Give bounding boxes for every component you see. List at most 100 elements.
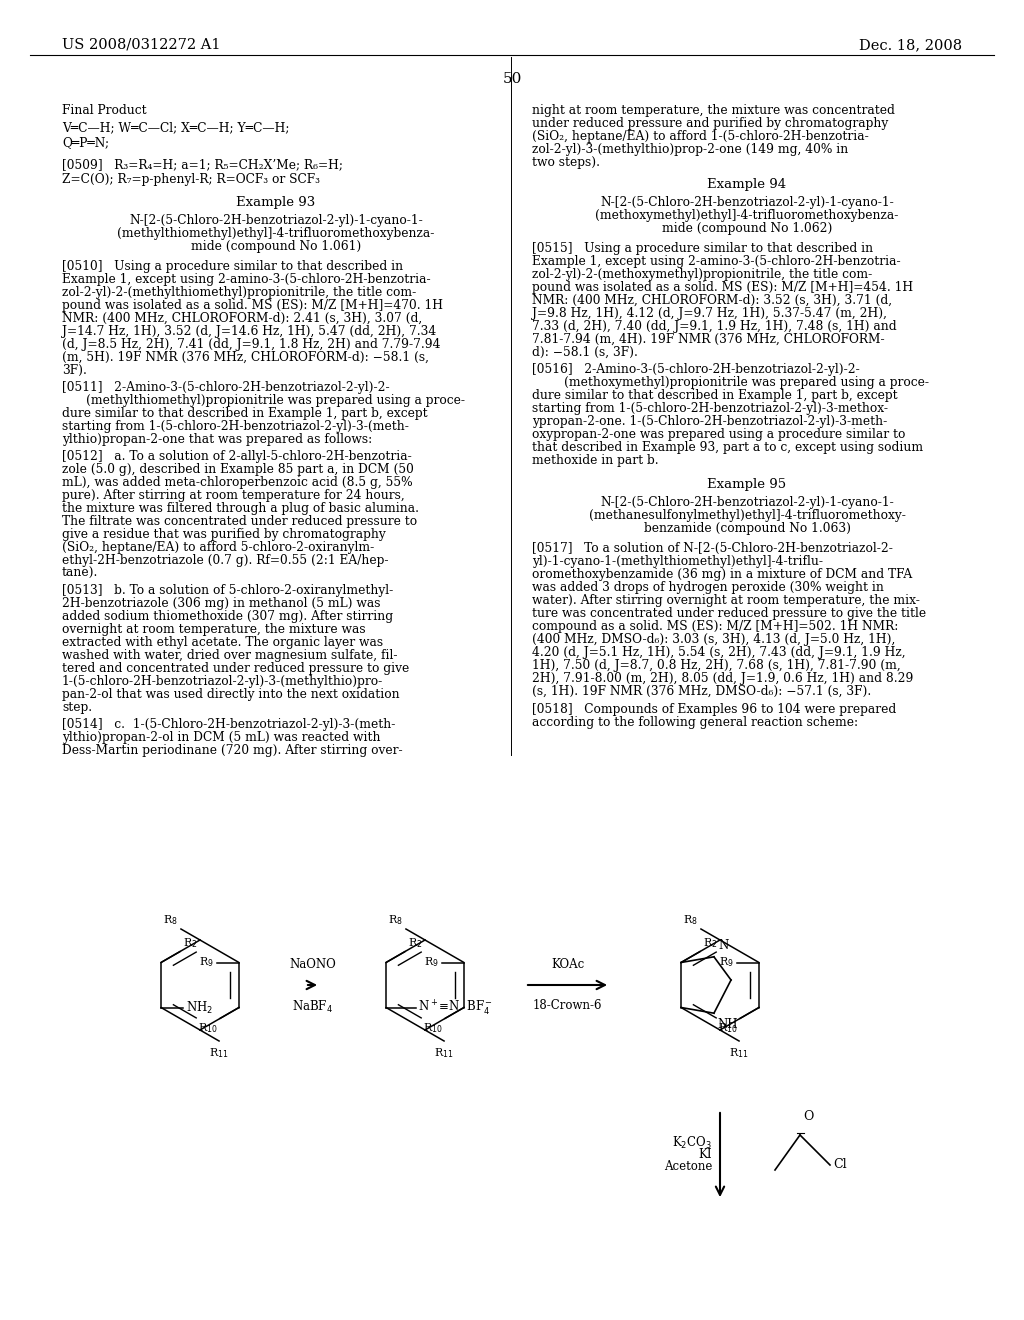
Text: tane).: tane). [62, 568, 98, 579]
Text: oromethoxybenzamide (36 mg) in a mixture of DCM and TFA: oromethoxybenzamide (36 mg) in a mixture… [532, 568, 912, 581]
Text: KI: KI [698, 1148, 712, 1162]
Text: the mixture was filtered through a plug of basic alumina.: the mixture was filtered through a plug … [62, 502, 419, 515]
Text: ylthio)propan-2-ol in DCM (5 mL) was reacted with: ylthio)propan-2-ol in DCM (5 mL) was rea… [62, 731, 381, 744]
Text: water). After stirring overnight at room temperature, the mix-: water). After stirring overnight at room… [532, 594, 920, 607]
Text: R$_{11}$: R$_{11}$ [729, 1045, 749, 1060]
Text: compound as a solid. MS (ES): M/Z [M+H]=502. 1H NMR:: compound as a solid. MS (ES): M/Z [M+H]=… [532, 620, 898, 634]
Text: 1H), 7.50 (d, J=8.7, 0.8 Hz, 2H), 7.68 (s, 1H), 7.81-7.90 (m,: 1H), 7.50 (d, J=8.7, 0.8 Hz, 2H), 7.68 (… [532, 659, 901, 672]
Text: KOAc: KOAc [551, 958, 584, 972]
Text: mide (compound No 1.061): mide (compound No 1.061) [190, 240, 361, 253]
Text: R$_{10}$: R$_{10}$ [718, 1022, 738, 1035]
Text: zole (5.0 g), described in Example 85 part a, in DCM (50: zole (5.0 g), described in Example 85 pa… [62, 463, 414, 477]
Text: [0511]   2-Amino-3-(5-chloro-2H-benzotriazol-2-yl)-2-: [0511] 2-Amino-3-(5-chloro-2H-benzotriaz… [62, 381, 389, 393]
Text: benzamide (compound No 1.063): benzamide (compound No 1.063) [643, 521, 851, 535]
Text: NaBF$_4$: NaBF$_4$ [292, 999, 333, 1015]
Text: 1-(5-chloro-2H-benzotriazol-2-yl)-3-(methylthio)pro-: 1-(5-chloro-2H-benzotriazol-2-yl)-3-(met… [62, 675, 383, 688]
Text: Example 1, except using 2-amino-3-(5-chloro-2H-benzotria-: Example 1, except using 2-amino-3-(5-chl… [532, 255, 901, 268]
Text: [0513]   b. To a solution of 5-chloro-2-oxiranylmethyl-: [0513] b. To a solution of 5-chloro-2-ox… [62, 583, 393, 597]
Text: pound was isolated as a solid. MS (ES): M/Z [M+H]=454. 1H: pound was isolated as a solid. MS (ES): … [532, 281, 913, 294]
Text: mL), was added meta-chloroperbenzoic acid (8.5 g, 55%: mL), was added meta-chloroperbenzoic aci… [62, 477, 413, 488]
Text: [0516]   2-Amino-3-(5-chloro-2H-benzotriazol-2-yl)-2-: [0516] 2-Amino-3-(5-chloro-2H-benzotriaz… [532, 363, 860, 376]
Text: dure similar to that described in Example 1, part b, except: dure similar to that described in Exampl… [62, 407, 428, 420]
Text: R$_2$: R$_2$ [409, 936, 423, 949]
Text: (methoxymethyl)propionitrile was prepared using a proce-: (methoxymethyl)propionitrile was prepare… [564, 376, 930, 389]
Text: R$_8$: R$_8$ [163, 913, 178, 927]
Text: 2H), 7.91-8.00 (m, 2H), 8.05 (dd, J=1.9, 0.6 Hz, 1H) and 8.29: 2H), 7.91-8.00 (m, 2H), 8.05 (dd, J=1.9,… [532, 672, 913, 685]
Text: (methoxymethyl)ethyl]-4-trifluoromethoxybenza-: (methoxymethyl)ethyl]-4-trifluoromethoxy… [595, 209, 899, 222]
Text: [0514]   c.  1-(5-Chloro-2H-benzotriazol-2-yl)-3-(meth-: [0514] c. 1-(5-Chloro-2H-benzotriazol-2-… [62, 718, 395, 731]
Text: under reduced pressure and purified by chromatography: under reduced pressure and purified by c… [532, 117, 888, 129]
Text: 7.81-7.94 (m, 4H). 19F NMR (376 MHz, CHLOROFORM-: 7.81-7.94 (m, 4H). 19F NMR (376 MHz, CHL… [532, 333, 885, 346]
Text: was added 3 drops of hydrogen peroxide (30% weight in: was added 3 drops of hydrogen peroxide (… [532, 581, 884, 594]
Text: oxypropan-2-one was prepared using a procedure similar to: oxypropan-2-one was prepared using a pro… [532, 428, 905, 441]
Text: methoxide in part b.: methoxide in part b. [532, 454, 658, 467]
Text: ypropan-2-one. 1-(5-Chloro-2H-benzotriazol-2-yl)-3-meth-: ypropan-2-one. 1-(5-Chloro-2H-benzotriaz… [532, 414, 887, 428]
Text: N-[2-(5-Chloro-2H-benzotriazol-2-yl)-1-cyano-1-: N-[2-(5-Chloro-2H-benzotriazol-2-yl)-1-c… [600, 195, 894, 209]
Text: 4.20 (d, J=5.1 Hz, 1H), 5.54 (s, 2H), 7.43 (dd, J=9.1, 1.9 Hz,: 4.20 (d, J=5.1 Hz, 1H), 5.54 (s, 2H), 7.… [532, 645, 905, 659]
Text: V═C—H; W═C—Cl; X═C—H; Y═C—H;: V═C—H; W═C—Cl; X═C—H; Y═C—H; [62, 121, 290, 135]
Text: R$_{11}$: R$_{11}$ [209, 1045, 229, 1060]
Text: (methanesulfonylmethyl)ethyl]-4-trifluoromethoxy-: (methanesulfonylmethyl)ethyl]-4-trifluor… [589, 510, 905, 521]
Text: zol-2-yl)-2-(methoxymethyl)propionitrile, the title com-: zol-2-yl)-2-(methoxymethyl)propionitrile… [532, 268, 872, 281]
Text: R$_{11}$: R$_{11}$ [434, 1045, 454, 1060]
Text: starting from 1-(5-chloro-2H-benzotriazol-2-yl)-3-methox-: starting from 1-(5-chloro-2H-benzotriazo… [532, 403, 888, 414]
Text: pound was isolated as a solid. MS (ES): M/Z [M+H]=470. 1H: pound was isolated as a solid. MS (ES): … [62, 300, 443, 312]
Text: overnight at room temperature, the mixture was: overnight at room temperature, the mixtu… [62, 623, 366, 636]
Text: R$_8$: R$_8$ [683, 913, 698, 927]
Text: (m, 5H). 19F NMR (376 MHz, CHLOROFORM-d): −58.1 (s,: (m, 5H). 19F NMR (376 MHz, CHLOROFORM-d)… [62, 351, 429, 364]
Text: (SiO₂, heptane/EA) to afford 5-chloro-2-oxiranylm-: (SiO₂, heptane/EA) to afford 5-chloro-2-… [62, 541, 374, 554]
Text: mide (compound No 1.062): mide (compound No 1.062) [662, 222, 833, 235]
Text: ylthio)propan-2-one that was prepared as follows:: ylthio)propan-2-one that was prepared as… [62, 433, 373, 446]
Text: O: O [803, 1110, 813, 1123]
Text: NH: NH [717, 1018, 737, 1031]
Text: pan-2-ol that was used directly into the next oxidation: pan-2-ol that was used directly into the… [62, 688, 399, 701]
Text: Acetone: Acetone [664, 1160, 712, 1173]
Text: zol-2-yl)-3-(methylthio)prop-2-one (149 mg, 40% in: zol-2-yl)-3-(methylthio)prop-2-one (149 … [532, 143, 848, 156]
Text: Z=C(O); R₇=p-phenyl-R; R=OCF₃ or SCF₃: Z=C(O); R₇=p-phenyl-R; R=OCF₃ or SCF₃ [62, 173, 319, 186]
Text: (400 MHz, DMSO-d₆): 3.03 (s, 3H), 4.13 (d, J=5.0 Hz, 1H),: (400 MHz, DMSO-d₆): 3.03 (s, 3H), 4.13 (… [532, 634, 895, 645]
Text: [0510]   Using a procedure similar to that described in: [0510] Using a procedure similar to that… [62, 260, 403, 273]
Text: N$^+$≡N  BF$_4^-$: N$^+$≡N BF$_4^-$ [418, 998, 493, 1016]
Text: Example 1, except using 2-amino-3-(5-chloro-2H-benzotria-: Example 1, except using 2-amino-3-(5-chl… [62, 273, 431, 286]
Text: washed with water, dried over magnesium sulfate, fil-: washed with water, dried over magnesium … [62, 649, 397, 663]
Text: [0517]   To a solution of N-[2-(5-Chloro-2H-benzotriazol-2-: [0517] To a solution of N-[2-(5-Chloro-2… [532, 543, 893, 554]
Text: [0515]   Using a procedure similar to that described in: [0515] Using a procedure similar to that… [532, 242, 873, 255]
Text: zol-2-yl)-2-(methylthiomethyl)propionitrile, the title com-: zol-2-yl)-2-(methylthiomethyl)propionitr… [62, 286, 416, 300]
Text: R$_2$: R$_2$ [703, 936, 718, 949]
Text: 3F).: 3F). [62, 364, 87, 378]
Text: Q═P═N;: Q═P═N; [62, 136, 110, 149]
Text: tered and concentrated under reduced pressure to give: tered and concentrated under reduced pre… [62, 663, 410, 675]
Text: Final Product: Final Product [62, 104, 146, 117]
Text: The filtrate was concentrated under reduced pressure to: The filtrate was concentrated under redu… [62, 515, 417, 528]
Text: N: N [718, 939, 728, 952]
Text: NMR: (400 MHz, CHLOROFORM-d): 3.52 (s, 3H), 3.71 (d,: NMR: (400 MHz, CHLOROFORM-d): 3.52 (s, 3… [532, 294, 892, 308]
Text: yl)-1-cyano-1-(methylthiomethyl)ethyl]-4-triflu-: yl)-1-cyano-1-(methylthiomethyl)ethyl]-4… [532, 554, 823, 568]
Text: (methylthiomethyl)ethyl]-4-trifluoromethoxybenza-: (methylthiomethyl)ethyl]-4-trifluorometh… [118, 227, 434, 240]
Text: step.: step. [62, 701, 92, 714]
Text: two steps).: two steps). [532, 156, 600, 169]
Text: R$_2$: R$_2$ [183, 936, 198, 949]
Text: (SiO₂, heptane/EA) to afford 1-(5-chloro-2H-benzotria-: (SiO₂, heptane/EA) to afford 1-(5-chloro… [532, 129, 868, 143]
Text: NH$_2$: NH$_2$ [186, 999, 213, 1015]
Text: (s, 1H). 19F NMR (376 MHz, DMSO-d₆): −57.1 (s, 3F).: (s, 1H). 19F NMR (376 MHz, DMSO-d₆): −57… [532, 685, 871, 698]
Text: R$_9$: R$_9$ [424, 956, 439, 969]
Text: Cl: Cl [833, 1159, 847, 1172]
Text: Dess-Martin periodinane (720 mg). After stirring over-: Dess-Martin periodinane (720 mg). After … [62, 744, 402, 756]
Text: 18-Crown-6: 18-Crown-6 [532, 999, 602, 1012]
Text: d): −58.1 (s, 3F).: d): −58.1 (s, 3F). [532, 346, 638, 359]
Text: K$_2$CO$_3$: K$_2$CO$_3$ [672, 1135, 712, 1151]
Text: that described in Example 93, part a to c, except using sodium: that described in Example 93, part a to … [532, 441, 923, 454]
Text: J=14.7 Hz, 1H), 3.52 (d, J=14.6 Hz, 1H), 5.47 (dd, 2H), 7.34: J=14.7 Hz, 1H), 3.52 (d, J=14.6 Hz, 1H),… [62, 325, 436, 338]
Text: R$_{10}$: R$_{10}$ [423, 1022, 443, 1035]
Text: extracted with ethyl acetate. The organic layer was: extracted with ethyl acetate. The organi… [62, 636, 383, 649]
Text: NMR: (400 MHz, CHLOROFORM-d): 2.41 (s, 3H), 3.07 (d,: NMR: (400 MHz, CHLOROFORM-d): 2.41 (s, 3… [62, 312, 422, 325]
Text: R$_9$: R$_9$ [719, 956, 734, 969]
Text: 7.33 (d, 2H), 7.40 (dd, J=9.1, 1.9 Hz, 1H), 7.48 (s, 1H) and: 7.33 (d, 2H), 7.40 (dd, J=9.1, 1.9 Hz, 1… [532, 319, 897, 333]
Text: (d, J=8.5 Hz, 2H), 7.41 (dd, J=9.1, 1.8 Hz, 2H) and 7.79-7.94: (d, J=8.5 Hz, 2H), 7.41 (dd, J=9.1, 1.8 … [62, 338, 440, 351]
Text: N-[2-(5-Chloro-2H-benzotriazol-2-yl)-1-cyano-1-: N-[2-(5-Chloro-2H-benzotriazol-2-yl)-1-c… [600, 496, 894, 510]
Text: ture was concentrated under reduced pressure to give the title: ture was concentrated under reduced pres… [532, 607, 926, 620]
Text: R$_{10}$: R$_{10}$ [198, 1022, 218, 1035]
Text: J=9.8 Hz, 1H), 4.12 (d, J=9.7 Hz, 1H), 5.37-5.47 (m, 2H),: J=9.8 Hz, 1H), 4.12 (d, J=9.7 Hz, 1H), 5… [532, 308, 887, 319]
Text: ethyl-2H-benzotriazole (0.7 g). Rf=0.55 (2:1 EA/hep-: ethyl-2H-benzotriazole (0.7 g). Rf=0.55 … [62, 554, 388, 568]
Text: Example 95: Example 95 [708, 478, 786, 491]
